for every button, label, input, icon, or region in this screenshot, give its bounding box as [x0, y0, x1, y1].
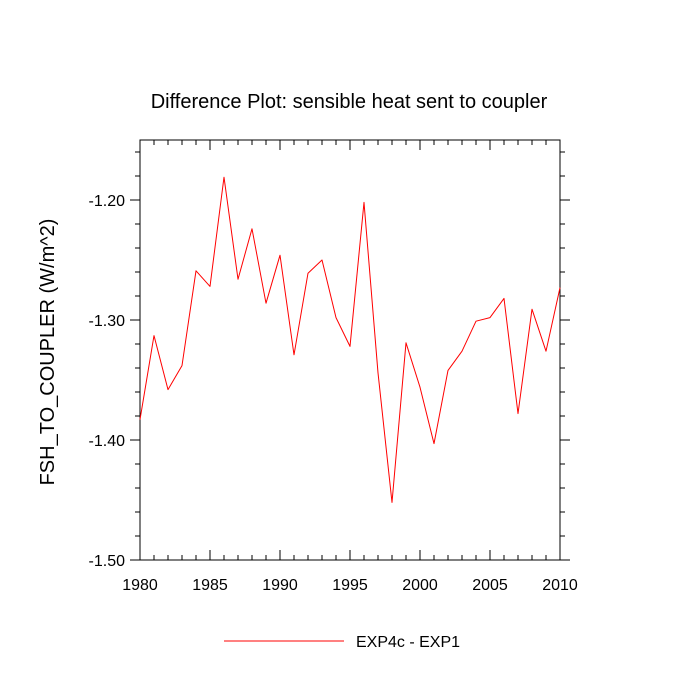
y-tick-label: -1.50: [89, 553, 126, 570]
x-tick-label: 2005: [472, 577, 508, 594]
series-layer: [139, 176, 561, 503]
y-axis-label: FSH_TO_COUPLER (W/m^2): [37, 219, 59, 486]
x-tick-label: 1985: [192, 577, 228, 594]
x-tick-label: 2000: [402, 577, 438, 594]
legend-label: EXP4c - EXP1: [356, 634, 460, 651]
x-tick-label: 1995: [332, 577, 368, 594]
x-tick-label: 1980: [122, 577, 158, 594]
x-tick-label: 1990: [262, 577, 298, 594]
chart-title: Difference Plot: sensible heat sent to c…: [151, 91, 548, 113]
y-tick-label: -1.40: [89, 433, 126, 450]
legend: EXP4c - EXP1: [224, 634, 460, 651]
plot-frame: [139, 139, 561, 561]
x-tick-label: 2010: [542, 577, 578, 594]
y-tick-label: -1.20: [89, 193, 126, 210]
series-line: [139, 176, 561, 503]
axes: 1980 1985 1990 1995 2000 2005 2010 -1.50 -1.40 -1…: [89, 140, 578, 594]
y-tick-label: -1.30: [89, 313, 126, 330]
